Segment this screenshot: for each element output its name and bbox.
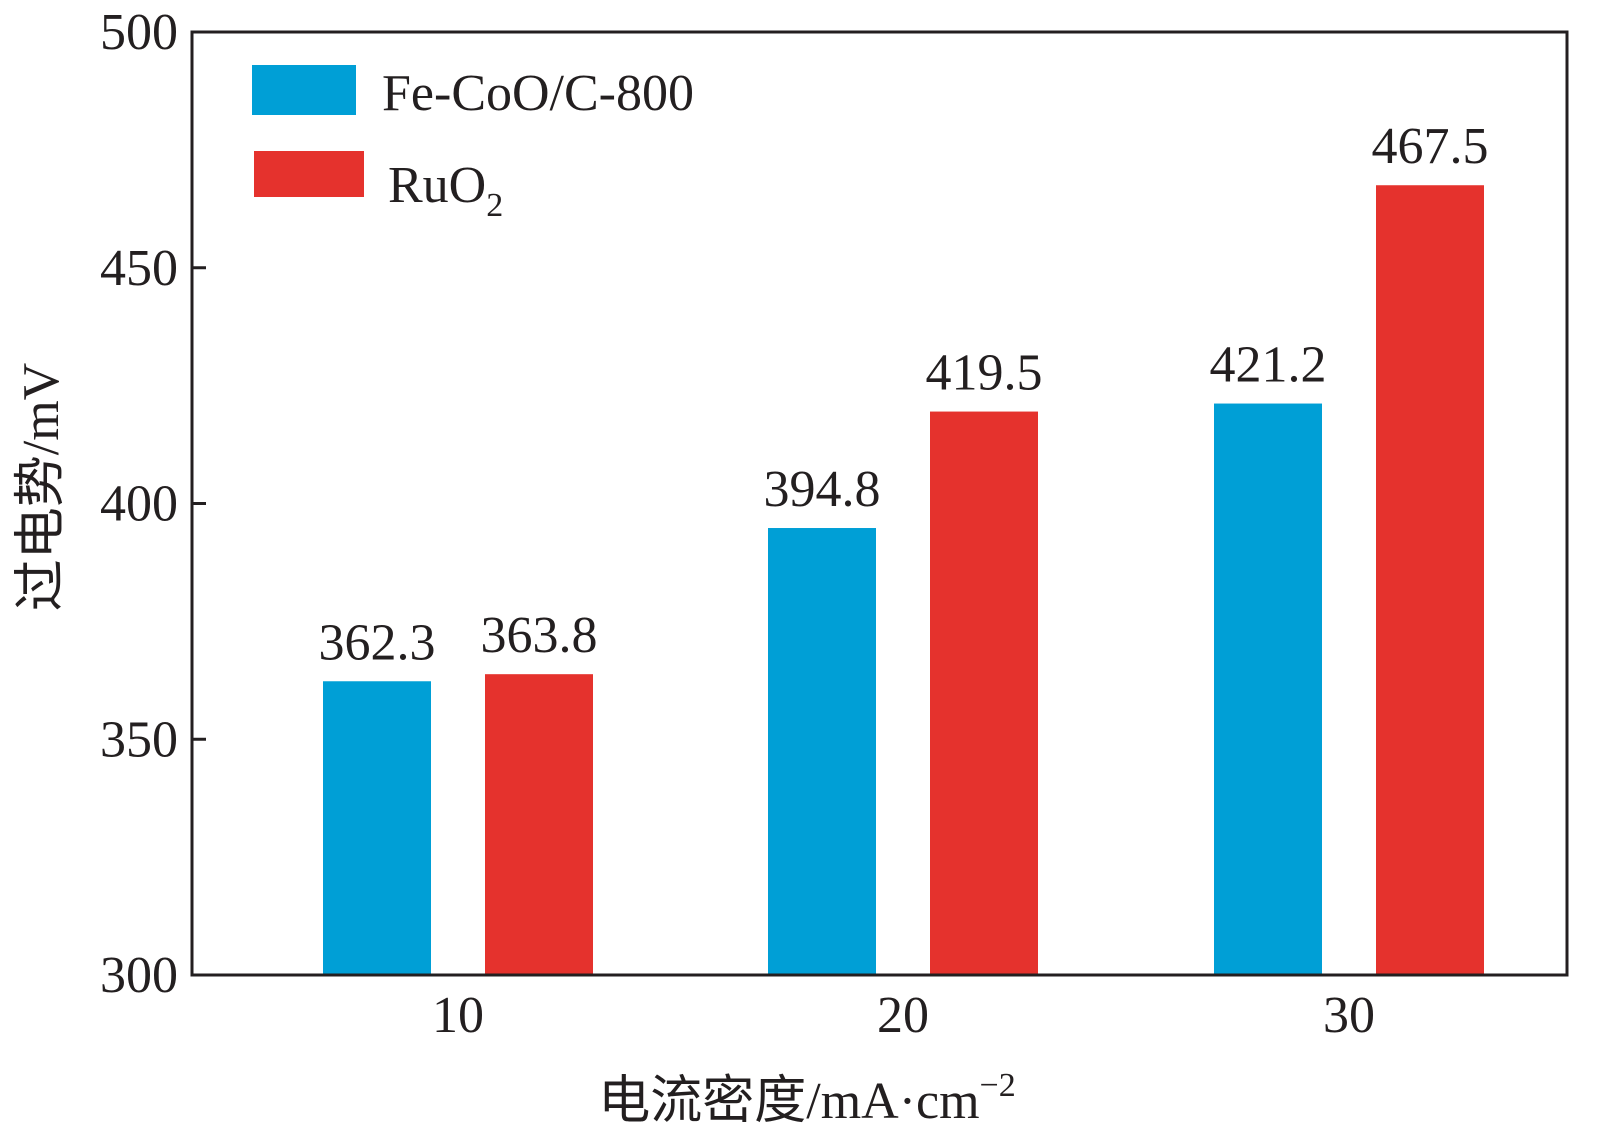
legend-label-ruo2: RuO2 [388,157,503,224]
bar-value-label: 363.8 [481,607,598,664]
x-axis-title: 电流密度/mA·cm−2 [598,1067,1015,1130]
legend-label-fe-coo: Fe-CoO/C-800 [382,65,694,122]
bar-fe-coo-20 [768,528,876,975]
x-axis-title-base: 电流密度/mA·cm [598,1073,979,1130]
y-tick-label: 450 [100,240,178,297]
data-labels-layer: 362.3 394.8 421.2 363.8 419.5 467.5 [319,118,1489,671]
x-tick-label: 30 [1323,987,1375,1044]
bar-value-label: 419.5 [926,345,1043,402]
y-tick-label: 500 [100,4,178,61]
legend-label-ruo2-subscript: 2 [486,187,503,224]
y-tick-label: 350 [100,711,178,768]
bars-layer [323,185,1484,976]
legend-swatch-fe-coo [252,65,356,115]
x-tick-label: 20 [877,987,929,1044]
bar-ruo2-10 [485,674,593,975]
legend-label-ruo2-base: RuO [388,157,486,214]
bar-fe-coo-10 [323,681,431,975]
x-tick-label: 10 [432,987,484,1044]
legend: Fe-CoO/C-800 RuO2 [252,65,694,224]
x-axis-title-superscript: −2 [980,1067,1016,1104]
bar-value-label: 467.5 [1372,118,1489,175]
y-axis-title: 过电势/mV [13,363,70,611]
bar-fe-coo-30 [1214,403,1322,975]
bar-ruo2-20 [930,411,1038,975]
bar-value-label: 362.3 [319,614,436,671]
y-axis-ticks: 300 350 400 450 500 [100,4,206,1004]
bar-ruo2-30 [1376,185,1484,976]
y-tick-label: 300 [100,947,178,1004]
y-tick-label: 400 [100,476,178,533]
bar-value-label: 421.2 [1210,337,1327,394]
bar-value-label: 394.8 [764,461,881,518]
x-axis-ticks: 10 20 30 [432,987,1375,1044]
legend-swatch-ruo2 [254,151,364,197]
